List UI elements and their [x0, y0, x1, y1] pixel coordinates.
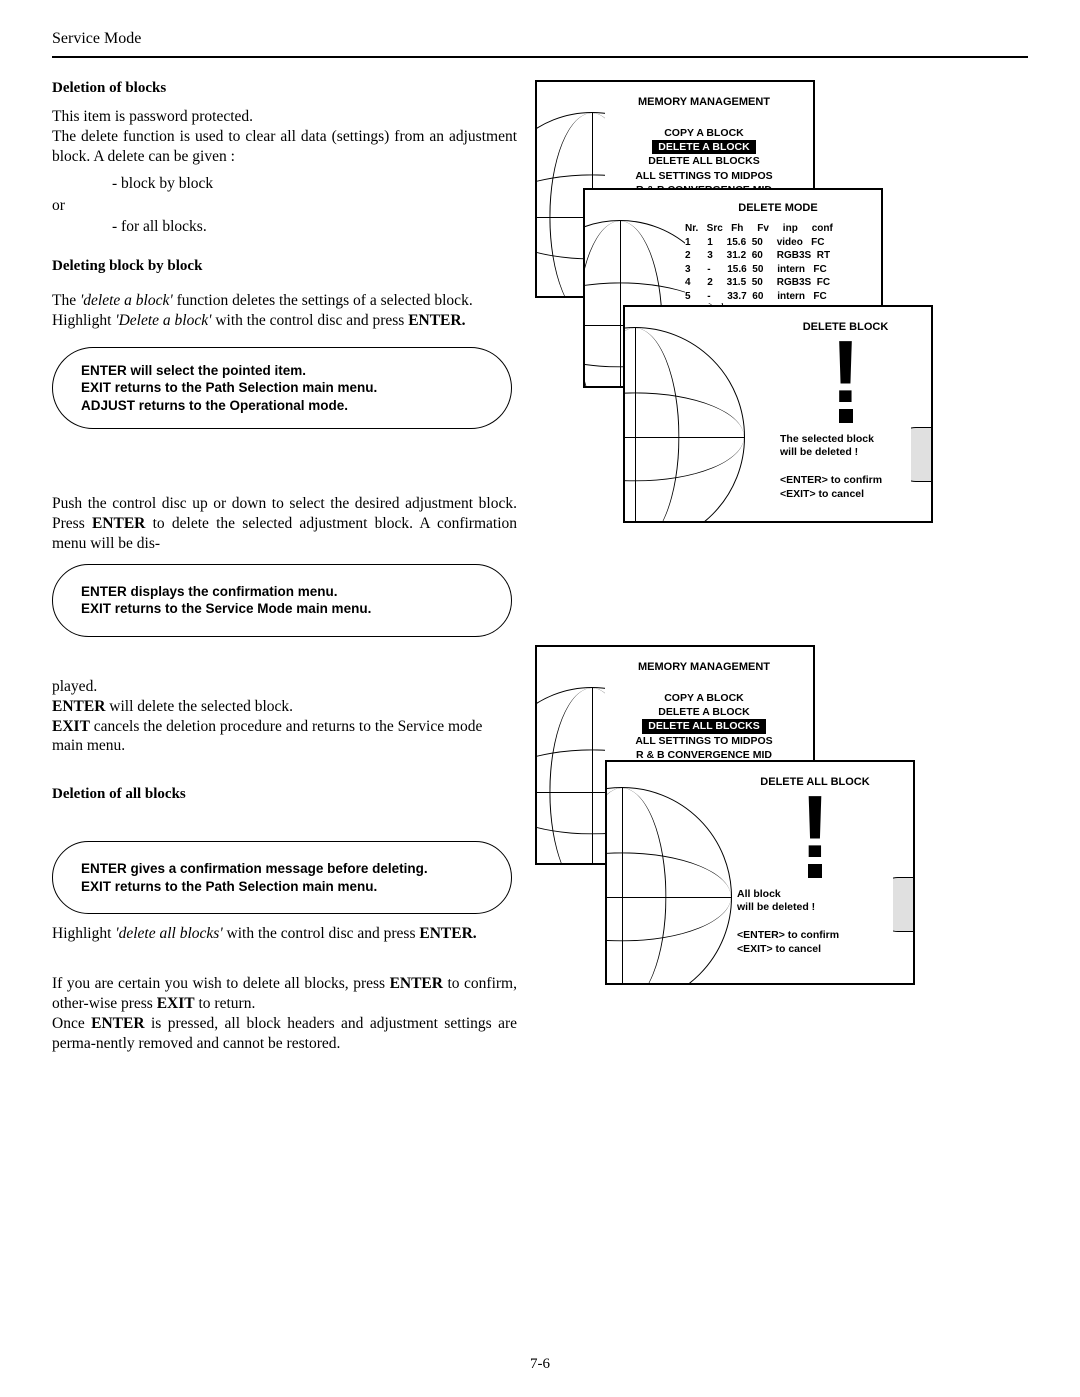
body-text: This item is password protected.	[52, 107, 517, 127]
exclamation-icon: !	[780, 341, 911, 403]
table-row: 2 3 31.2 60 RGB3S RT	[685, 249, 871, 263]
hint-text: <ENTER> to confirm	[737, 929, 893, 943]
menu-title: MEMORY MANAGEMENT	[605, 96, 803, 108]
body-text: ENTER will delete the selected block.	[52, 697, 517, 717]
section-title-deletion: Deletion of blocks	[52, 80, 517, 97]
right-column: MEMORY MANAGEMENT COPY A BLOCK DELETE A …	[535, 80, 1028, 1054]
section-title-all-blocks: Deletion of all blocks	[52, 786, 517, 803]
body-text: EXIT cancels the deletion procedure and …	[52, 717, 517, 757]
menu-item: COPY A BLOCK	[605, 691, 803, 705]
table-header: Nr. Src Fh Fv inp conf	[685, 222, 871, 236]
body-text: The delete function is used to clear all…	[52, 127, 517, 167]
page-header: Service Mode	[52, 30, 1028, 48]
left-column: Deletion of blocks This item is password…	[52, 80, 517, 1054]
body-text: played.	[52, 677, 517, 697]
body-text: Highlight 'Delete a block' with the cont…	[52, 311, 517, 331]
hint-text: <ENTER> to confirm	[780, 474, 911, 488]
table-row: 3 - 15.6 50 intern FC	[685, 263, 871, 277]
callout-line: ENTER will select the pointed item.	[81, 362, 483, 380]
callout-box: ENTER will select the pointed item. EXIT…	[52, 347, 512, 430]
hint-text: <EXIT> to cancel	[780, 488, 911, 502]
warning-text: All block	[737, 888, 893, 902]
menu-title: MEMORY MANAGEMENT	[605, 661, 803, 673]
callout-line: EXIT returns to the Path Selection main …	[81, 878, 483, 896]
warning-text: The selected block	[780, 433, 911, 447]
menu-item: ALL SETTINGS TO MIDPOS	[605, 734, 803, 748]
bullet: - block by block	[112, 172, 213, 197]
section-title-block-by-block: Deleting block by block	[52, 258, 517, 275]
body-text: If you are certain you wish to delete al…	[52, 974, 517, 1014]
screen-stack-2: MEMORY MANAGEMENT COPY A BLOCK DELETE A …	[535, 645, 945, 1005]
table-row: 5 - 33.7 60 intern FC	[685, 290, 871, 304]
page-number: 7-6	[0, 1356, 1080, 1373]
menu-item-selected: DELETE A BLOCK	[652, 140, 755, 154]
callout-line: EXIT returns to the Path Selection main …	[81, 379, 483, 397]
menu-item: ALL SETTINGS TO MIDPOS	[605, 169, 803, 183]
or-label: or	[52, 197, 213, 215]
table-row: 1 1 15.6 50 video FC	[685, 236, 871, 250]
divider	[52, 56, 1028, 58]
callout-box: ENTER displays the confirmation menu. EX…	[52, 564, 512, 637]
warning-text: will be deleted !	[780, 446, 911, 460]
callout-box: ENTER gives a confirmation message befor…	[52, 841, 512, 914]
callout-line: ENTER gives a confirmation message befor…	[81, 860, 483, 878]
screen-delete-all-block: DELETE ALL BLOCK ! All block will be del…	[605, 760, 915, 985]
hint-text: <EXIT> to cancel	[737, 943, 893, 957]
table-row: 4 2 31.5 50 RGB3S FC	[685, 276, 871, 290]
warning-text: will be deleted !	[737, 901, 893, 915]
callout-line: ADJUST returns to the Operational mode.	[81, 397, 483, 415]
body-text: The 'delete a block' function deletes th…	[52, 291, 517, 311]
screen-stack-1: MEMORY MANAGEMENT COPY A BLOCK DELETE A …	[535, 80, 945, 545]
menu-item: DELETE ALL BLOCKS	[605, 154, 803, 168]
menu-item: COPY A BLOCK	[605, 126, 803, 140]
body-text: Highlight 'delete all blocks' with the c…	[52, 924, 517, 944]
callout-line: ENTER displays the confirmation menu.	[81, 583, 483, 601]
menu-item-selected: DELETE ALL BLOCKS	[642, 719, 765, 733]
menu-title: DELETE MODE	[685, 202, 871, 214]
exclamation-icon: !	[737, 796, 893, 858]
bullet: - for all blocks.	[112, 215, 213, 240]
screen-delete-block: DELETE BLOCK ! The selected block will b…	[623, 305, 933, 523]
body-text: Once ENTER is pressed, all block headers…	[52, 1014, 517, 1054]
menu-item: DELETE A BLOCK	[605, 705, 803, 719]
callout-line: EXIT returns to the Service Mode main me…	[81, 600, 483, 618]
body-text: Push the control disc up or down to sele…	[52, 494, 517, 553]
